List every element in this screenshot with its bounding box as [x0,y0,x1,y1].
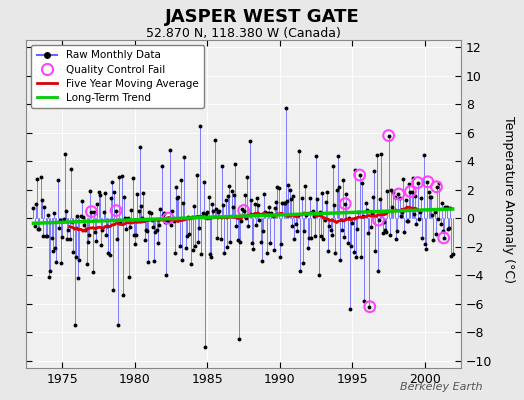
Point [112,208,121,214]
Point [440,235,448,241]
Point [406,188,414,195]
Text: Berkeley Earth: Berkeley Earth [400,382,482,392]
Point [374,217,383,223]
Point [413,180,422,186]
Title: 52.870 N, 118.380 W (Canada): 52.870 N, 118.380 W (Canada) [146,27,341,40]
Point [164,215,172,221]
Point [385,132,393,139]
Point [432,184,441,190]
Text: JASPER WEST GATE: JASPER WEST GATE [165,8,359,26]
Point [355,172,364,178]
Point [395,191,403,197]
Point [423,178,432,185]
Point [87,208,95,215]
Point [239,207,248,214]
Text: Temperature Anomaly (°C): Temperature Anomaly (°C) [502,116,515,284]
Legend: Raw Monthly Data, Quality Control Fail, Five Year Moving Average, Long-Term Tren: Raw Monthly Data, Quality Control Fail, … [31,45,204,108]
Point [366,304,374,310]
Point [341,200,350,207]
